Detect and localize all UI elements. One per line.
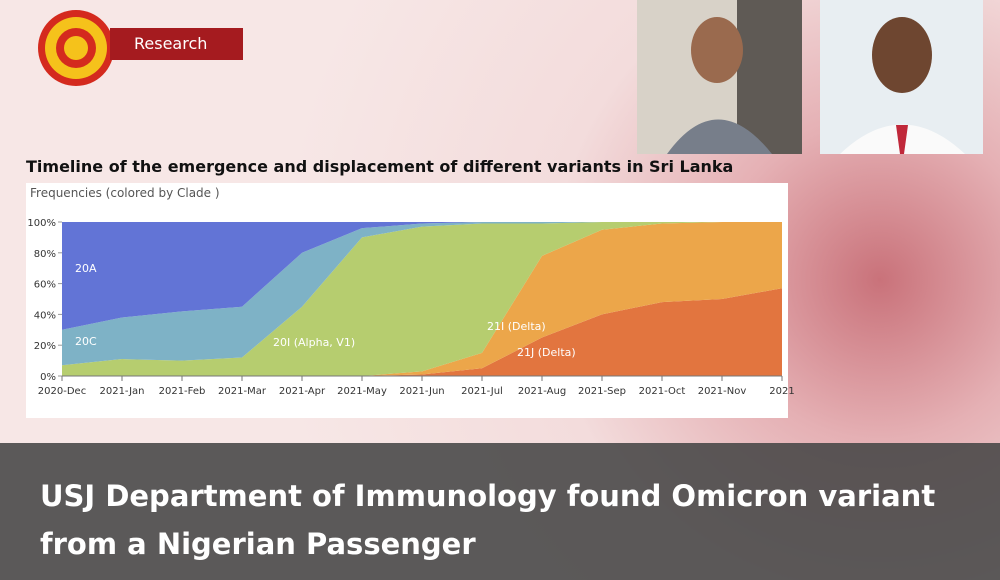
x-tick-label: 2021-Feb	[159, 386, 206, 397]
category-badge: Research	[110, 28, 243, 60]
series-label: 20A	[75, 262, 97, 275]
x-tick-label: 2021-Mar	[218, 386, 267, 397]
university-logo	[38, 10, 114, 86]
x-tick-label: 2021-Jan	[99, 386, 144, 397]
y-tick-label: 80%	[34, 249, 56, 260]
area	[62, 222, 782, 376]
x-tick-label: 2021-Nov	[698, 386, 747, 397]
photo	[820, 0, 983, 154]
x-tick-label: 2021-Sep	[578, 386, 626, 397]
y-tick-label: 0%	[40, 372, 56, 383]
area	[62, 222, 782, 330]
y-tick-label: 40%	[34, 310, 56, 321]
area	[62, 222, 782, 366]
headline: from a Nigerian Passenger	[40, 527, 476, 561]
photo	[637, 0, 802, 154]
y-tick-label: 100%	[27, 218, 56, 229]
area	[62, 288, 782, 376]
x-tick-label: 2021-May	[337, 386, 387, 397]
x-tick-label: 2020-Dec	[38, 386, 86, 397]
x-tick-label: 2021-Aug	[518, 386, 566, 397]
x-tick-label: 2021	[769, 386, 794, 397]
chart: Timeline of the emergence and displaceme…	[26, 157, 795, 397]
series-label: 20I (Alpha, V1)	[273, 336, 355, 349]
x-tick-label: 2021-Apr	[279, 386, 326, 397]
headline: USJ Department of Immunology found Omicr…	[40, 479, 936, 513]
x-tick-label: 2021-Oct	[639, 386, 686, 397]
chart-title: Timeline of the emergence and displaceme…	[26, 157, 733, 176]
area	[62, 222, 782, 376]
series-label: 21I (Delta)	[487, 320, 546, 333]
headline-banner: USJ Department of Immunology found Omicr…	[0, 443, 1000, 580]
y-tick-label: 20%	[34, 341, 56, 352]
series-label: 21J (Delta)	[517, 346, 576, 359]
y-tick-label: 60%	[34, 280, 56, 291]
y-axis-label: Frequencies (colored by Clade )	[30, 186, 220, 200]
x-tick-label: 2021-Jul	[461, 386, 503, 397]
series-label: 20C	[75, 335, 97, 348]
x-tick-label: 2021-Jun	[399, 386, 444, 397]
